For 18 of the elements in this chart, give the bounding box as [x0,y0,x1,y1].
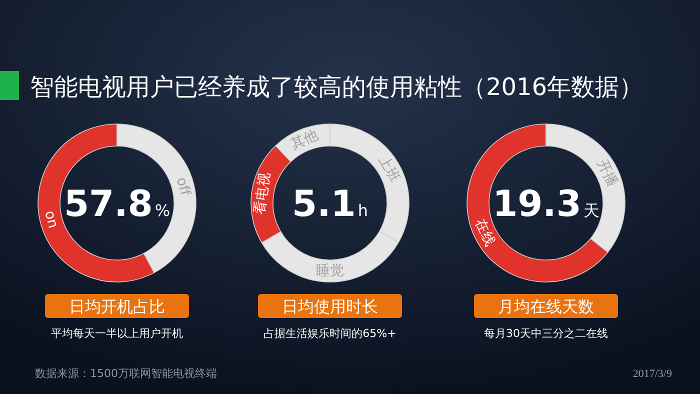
slice-label: 上班 [374,152,403,186]
text: 日均使用时长 [282,297,378,316]
text: 月均在线天数 [498,297,594,316]
text: 平均每天一半以上用户开机 [51,327,183,340]
text: 每月30天中三分之二在线 [484,327,608,340]
text: 占据生活娱乐时间的65%+ [264,327,396,340]
text: 日均开机占比 [69,297,165,316]
source-note: 数据来源：1500万联网智能电视终端 [35,367,217,380]
text: 智能电视用户已经养成了较高的使用粘性（2016年数据） [30,73,644,101]
slice-label: 其他 [288,127,321,152]
text: 57.8% [64,184,170,225]
slice-label: 在线 [471,216,498,249]
slice-label: off [173,176,194,198]
text: 2017/3/9 [632,368,672,380]
slice-label: 睡觉 [316,262,344,280]
slice-label: on [41,209,61,230]
slice-label: 开播 [594,157,621,190]
slice-label: 看电视 [252,172,274,216]
